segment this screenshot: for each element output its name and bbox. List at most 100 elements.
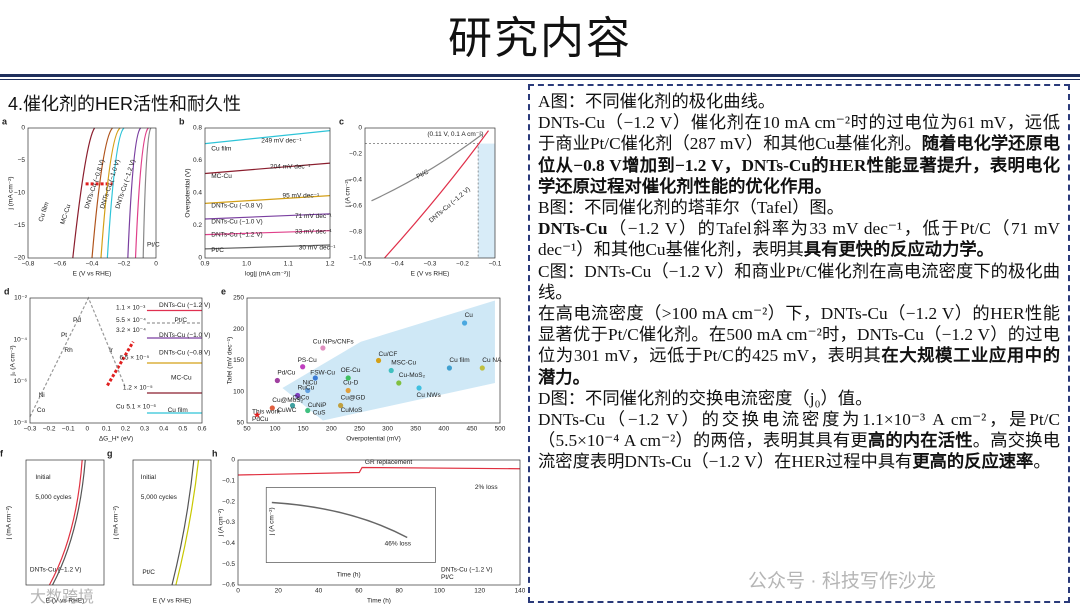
y-tick-label: −0.6: [222, 582, 235, 589]
annotation: Cu NPs/CNFs: [313, 338, 355, 345]
scatter-dot: [446, 365, 452, 371]
section-title: 4.催化剂的HER活性和耐久性: [8, 94, 242, 114]
annotation: Pd/Cu: [277, 370, 295, 377]
paragraph: DNTs-Cu（−1.2 V）的交换电流密度为1.1×10⁻³ A cm⁻²，是…: [538, 409, 1060, 473]
x-tick-label: 200: [326, 426, 337, 433]
x-axis-label: E (V vs RHE): [411, 271, 450, 278]
annotation: Cu: [465, 312, 474, 319]
annotation: Pt: [61, 332, 67, 339]
title-rule-thin: [0, 79, 1080, 80]
y-tick-label: 10⁻²: [14, 295, 28, 302]
inset-curve: [271, 501, 408, 539]
x-tick-label: 400: [438, 426, 449, 433]
annotation: MC-Cu: [211, 173, 232, 180]
x-tick-label: −0.6: [54, 261, 67, 268]
y-tick-label: −0.3: [222, 519, 235, 526]
scatter-dot: [479, 365, 485, 371]
x-axis-label: Overpotential (mV): [346, 436, 401, 443]
text: DNTs-Cu（−1.2 V）催化剂在10 mA cm⁻²时的过电位为61 mV…: [538, 113, 1060, 154]
x-tick-label: 1.1: [284, 261, 293, 268]
curve: [371, 134, 483, 202]
text-box: A图：不同催化剂的极化曲线。 DNTs-Cu（−1.2 V）催化剂在10 mA c…: [528, 84, 1070, 603]
x-tick-label: −0.2: [118, 261, 131, 268]
y-axis-label: j (A cm⁻²): [218, 509, 225, 538]
panel-label: c: [339, 116, 344, 126]
shaded-region: [478, 143, 495, 258]
x-axis-label: Time (h): [367, 598, 391, 605]
annotation: Cu NWs: [417, 392, 442, 399]
annotation: FSW-Cu: [310, 370, 335, 377]
annotation: DNTs-Cu (−1.2 V): [30, 567, 81, 574]
annotation: RuCu: [298, 385, 315, 392]
watermark: 大数跨境: [30, 589, 95, 606]
scatter-dot: [305, 387, 311, 394]
scatter-dot: [396, 380, 402, 386]
x-tick-label: 300: [382, 426, 393, 433]
annotation: Cu film: [168, 407, 188, 414]
y-tick-label: 10⁻⁴: [14, 336, 28, 343]
y-axis-label: j (mA cm⁻²): [8, 176, 15, 210]
arrow: [106, 340, 135, 387]
annotation: 5.5 × 10⁻⁴: [116, 317, 146, 324]
plot-frame: [27, 127, 157, 259]
x-tick-label: 1.2: [325, 261, 334, 268]
plot-frame: [132, 459, 212, 586]
x-tick-label: −0.8: [22, 261, 35, 268]
curve: [48, 459, 83, 586]
annotation: Cu film: [449, 357, 469, 364]
annotation: This work: [252, 408, 281, 415]
text: D图：不同催化剂的交换电流密度（j₀）值。: [538, 388, 873, 408]
x-tick-label: 60: [355, 588, 363, 595]
panel-label: g: [107, 448, 113, 458]
scatter-dot: [300, 364, 306, 370]
annotation: 6.5 × 10⁻⁵: [119, 355, 149, 362]
x-tick-label: 350: [410, 426, 421, 433]
text: 。: [1033, 452, 1051, 472]
bold-text: 更高的反应速率: [912, 452, 1034, 472]
text: C图：DNTs-Cu（−1.2 V）和商业Pt/C催化剂在高电流密度下的极化曲线…: [538, 261, 1060, 302]
curve: [237, 466, 521, 476]
y-tick-label: 250: [233, 295, 244, 302]
annotation: MSC-Cu: [391, 360, 416, 367]
x-tick-label: 80: [396, 588, 404, 595]
panel-label: f: [0, 448, 4, 458]
curve: [204, 130, 331, 145]
y-axis-label: Overpotential (V): [185, 168, 192, 217]
annotation: Pt/C: [211, 247, 224, 254]
paragraph: DNTs-Cu（−1.2 V）的Tafel斜率为33 mV dec⁻¹，低于Pt…: [538, 218, 1060, 260]
x-tick-label: 0.3: [140, 426, 149, 433]
annotation: 95 mV dec⁻¹: [283, 192, 321, 199]
x-axis-label: ΔG_H* (eV): [99, 436, 133, 443]
annotation: DNTs-Cu (−0.8 V): [211, 203, 262, 210]
annotation: Cu@MoS₂: [272, 397, 303, 404]
annotation: Pd: [73, 317, 81, 324]
y-tick-label: −0.4: [349, 177, 362, 184]
x-tick-label: 0.2: [121, 426, 130, 433]
y-tick-label: −20: [14, 255, 25, 262]
scatter-dot: [345, 387, 351, 394]
plot-frame: [237, 459, 521, 586]
annotation: CuNiP: [308, 402, 327, 409]
annotation: Pt/C: [147, 242, 160, 249]
text: （−1.2 V）的Tafel斜率为33 mV dec⁻¹，低于Pt/C（71 m…: [538, 219, 1060, 260]
plot-frame: [204, 127, 331, 259]
y-tick-label: 100: [233, 388, 244, 395]
y-tick-label: −0.8: [349, 229, 362, 236]
x-tick-label: 120: [474, 588, 485, 595]
curve: [204, 244, 331, 250]
curve: [204, 230, 331, 236]
panel-label: h: [212, 448, 218, 458]
x-tick-label: 0.5: [178, 426, 187, 433]
annotation: 33 mV dec⁻¹: [295, 229, 333, 236]
text: B图：不同催化剂的塔菲尔（Tafel）图。: [538, 198, 844, 218]
y-tick-label: −0.2: [222, 498, 235, 505]
y-tick-label: −0.4: [222, 540, 235, 547]
scatter-dot: [312, 375, 318, 381]
plot-frame: [246, 297, 501, 424]
x-tick-label: −0.1: [489, 261, 502, 268]
annotation: MC-Cu: [59, 203, 72, 225]
annotation: 249 mV dec⁻¹: [261, 138, 302, 145]
annotation: Cu-D: [343, 380, 358, 387]
scatter-dot: [345, 375, 351, 381]
y-tick-label: 10⁻⁶: [14, 378, 28, 385]
